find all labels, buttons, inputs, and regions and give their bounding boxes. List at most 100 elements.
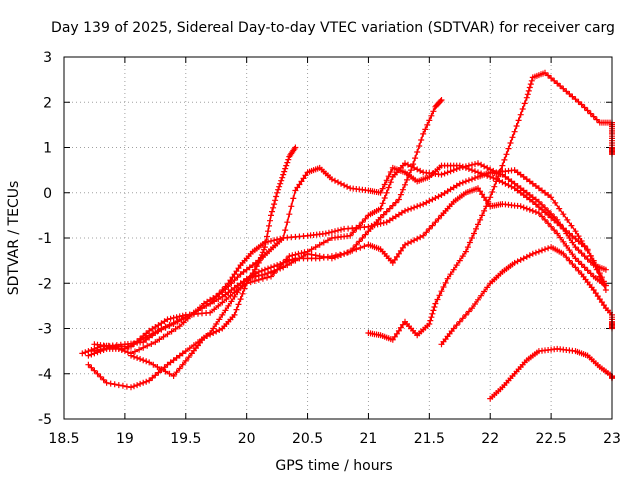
data-point xyxy=(465,308,472,315)
data-point xyxy=(426,117,433,124)
data-point xyxy=(473,225,479,232)
data-point xyxy=(438,171,445,178)
data-point xyxy=(179,350,186,357)
data-point xyxy=(593,116,600,123)
data-point xyxy=(154,364,161,370)
data-point xyxy=(201,334,207,341)
data-point xyxy=(338,180,344,187)
data-point xyxy=(587,252,594,259)
data-point xyxy=(280,235,287,241)
data-point xyxy=(207,331,214,338)
data-point xyxy=(462,311,469,318)
axis-ticks: 18.5 19 19.5 20 20.5 21 21.5 22 22.5 23-5-4-3-2-1… xyxy=(38,50,621,447)
data-point xyxy=(350,229,357,236)
data-point xyxy=(408,205,415,212)
data-point xyxy=(312,244,319,251)
data-point xyxy=(526,84,533,91)
data-point xyxy=(353,225,360,232)
data-point xyxy=(164,316,171,323)
data-point xyxy=(389,202,396,209)
data-point xyxy=(459,179,466,186)
data-point xyxy=(164,331,171,338)
data-point xyxy=(472,168,478,175)
data-point xyxy=(385,184,392,191)
data-point xyxy=(143,378,150,385)
y-tick-label: -3 xyxy=(38,322,52,338)
data-point xyxy=(398,209,405,216)
data-point xyxy=(179,361,186,368)
x-tick-label: 23 xyxy=(603,431,621,447)
data-point xyxy=(426,321,433,327)
data-point xyxy=(487,166,494,173)
data-point xyxy=(274,189,281,196)
data-point xyxy=(134,354,141,361)
data-point xyxy=(269,208,275,215)
data-point xyxy=(271,267,278,274)
data-point xyxy=(542,189,548,196)
data-point xyxy=(251,278,258,284)
data-point xyxy=(487,194,494,201)
data-point xyxy=(131,383,137,390)
data-point xyxy=(97,373,104,380)
data-point xyxy=(578,250,585,257)
data-point xyxy=(281,168,288,175)
data-point xyxy=(429,310,436,317)
data-point xyxy=(453,262,460,269)
y-tick-label: 0 xyxy=(43,186,52,202)
data-point xyxy=(432,300,439,307)
data-point xyxy=(219,299,226,306)
data-point xyxy=(429,222,436,229)
data-point xyxy=(119,382,126,389)
data-point xyxy=(186,345,193,352)
data-point xyxy=(380,211,387,218)
data-point xyxy=(557,222,564,229)
data-point xyxy=(173,354,180,361)
data-point xyxy=(575,233,582,240)
data-point xyxy=(124,349,131,356)
data-point xyxy=(207,296,214,303)
data-point xyxy=(513,123,520,129)
data-point xyxy=(123,383,130,390)
y-tick-label: 3 xyxy=(43,50,52,66)
data-point xyxy=(146,377,153,384)
data-point xyxy=(173,369,180,376)
data-point xyxy=(569,233,576,240)
data-point xyxy=(568,222,575,229)
data-point xyxy=(383,219,390,226)
data-point xyxy=(288,203,295,210)
data-point xyxy=(156,336,163,343)
data-point xyxy=(584,247,591,254)
data-point xyxy=(359,235,366,241)
data-point xyxy=(535,185,542,192)
data-point xyxy=(563,88,570,95)
data-point xyxy=(578,261,585,268)
data-point xyxy=(459,253,466,260)
data-point xyxy=(143,358,150,365)
data-point xyxy=(377,214,384,221)
data-point xyxy=(172,325,179,332)
data-point xyxy=(234,282,241,289)
data-point xyxy=(438,192,445,198)
data-point xyxy=(387,179,394,186)
data-point xyxy=(397,191,404,198)
data-point xyxy=(259,275,266,282)
data-point xyxy=(170,373,177,379)
data-point xyxy=(107,380,114,387)
data-point xyxy=(395,196,402,203)
series-track-6 xyxy=(128,144,299,379)
data-point xyxy=(465,162,472,169)
data-point xyxy=(481,163,488,170)
data-point xyxy=(581,104,588,111)
data-point xyxy=(239,290,246,297)
data-point xyxy=(416,143,423,149)
data-point xyxy=(507,140,514,146)
data-point xyxy=(602,266,609,273)
data-point xyxy=(499,162,506,169)
data-point xyxy=(219,289,226,296)
data-point xyxy=(88,351,95,358)
data-point xyxy=(237,296,244,303)
data-point xyxy=(469,235,475,241)
data-point xyxy=(426,225,433,232)
data-point xyxy=(231,311,238,318)
data-point xyxy=(542,246,548,253)
